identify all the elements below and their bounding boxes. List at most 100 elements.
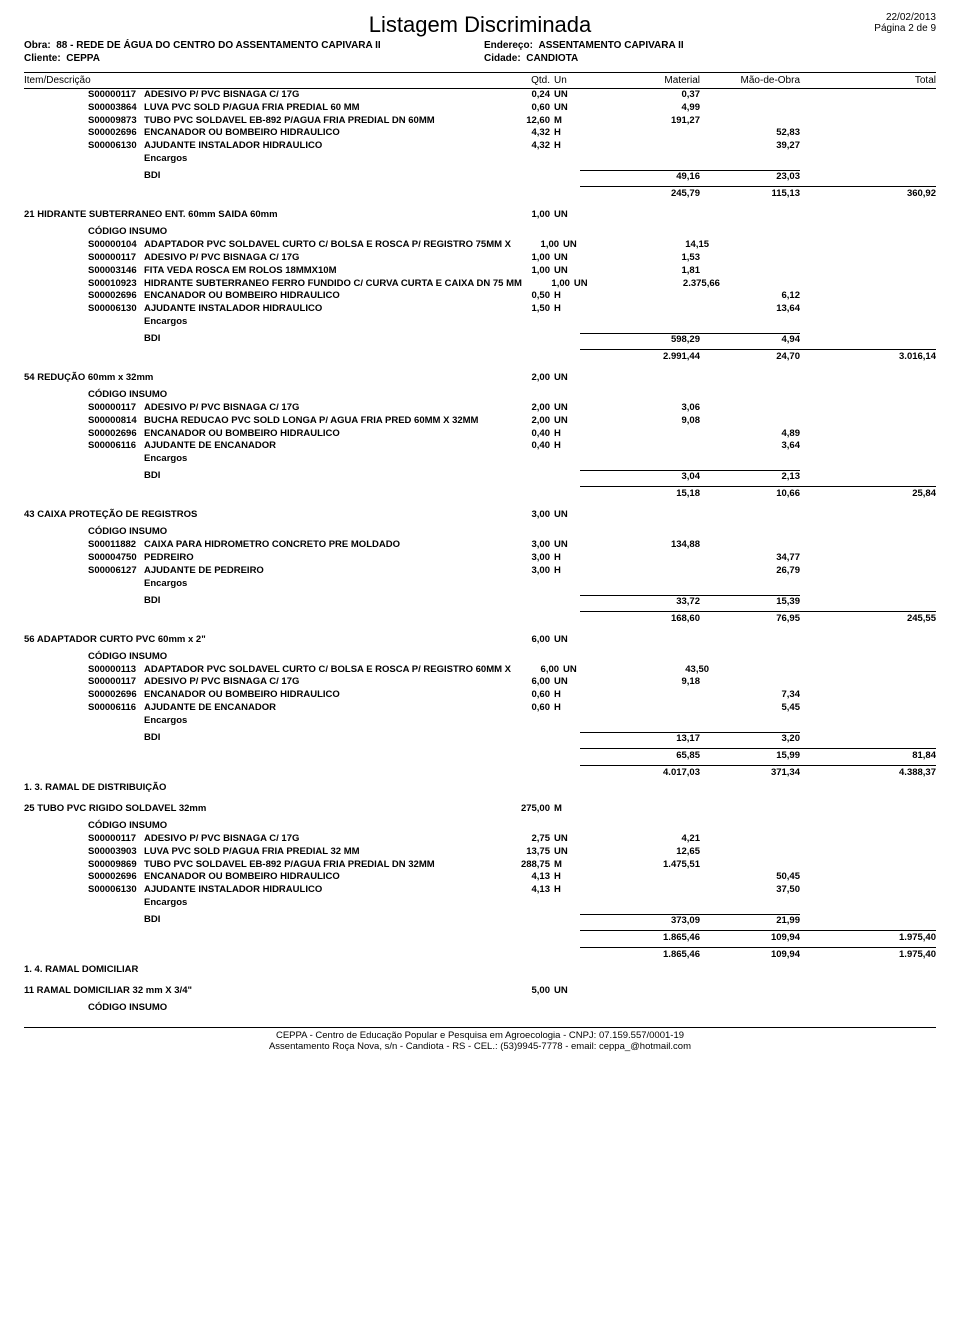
item-labor: 13,64 (700, 303, 800, 316)
item-labor: 39,27 (700, 140, 800, 153)
chapter-4-name: 1. 4. RAMAL DOMICILIAR (24, 964, 936, 975)
page-number: Página 2 de 9 (874, 23, 936, 34)
endereco-value: ASSENTAMENTO CAPIVARA II (538, 40, 683, 51)
item-qty: 1,00 (511, 239, 559, 252)
item-code: S00000117 (88, 89, 144, 102)
column-header: Item/Descrição Qtd. Un Material Mão-de-O… (24, 72, 936, 89)
line-item: S00010923HIDRANTE SUBTERRANEO FERRO FUND… (88, 278, 936, 291)
footer-line-1: CEPPA - Centro de Educação Popular e Pes… (24, 1030, 936, 1041)
item-unit: UN (550, 89, 580, 102)
item-code: S00002696 (88, 428, 144, 441)
item-unit: H (550, 884, 580, 897)
item-qty: 1,00 (502, 265, 550, 278)
item-qty: 0,50 (502, 290, 550, 303)
item-labor (700, 265, 800, 278)
item-material (580, 552, 700, 565)
item-code: S00006130 (88, 884, 144, 897)
endereco-label: Endereço: (484, 40, 533, 51)
item-labor (700, 539, 800, 552)
cliente-label: Cliente: (24, 53, 61, 64)
item-unit: H (550, 871, 580, 884)
item-desc: ENCANADOR OU BOMBEIRO HIDRAULICO (144, 871, 502, 884)
item-qty: 3,00 (502, 552, 550, 565)
line-item: S00000104ADAPTADOR PVC SOLDAVEL CURTO C/… (88, 239, 936, 252)
obra-label: Obra: (24, 40, 51, 51)
item-labor: 50,45 (700, 871, 800, 884)
item-code: S00006127 (88, 565, 144, 578)
item-desc: ADESIVO P/ PVC BISNAGA C/ 17G (144, 402, 502, 415)
item-material: 12,65 (580, 846, 700, 859)
line-item: S00000117ADESIVO P/ PVC BISNAGA C/ 17G2,… (88, 833, 936, 846)
item-material (580, 884, 700, 897)
item-code: S00000117 (88, 402, 144, 415)
line-item: S00006116AJUDANTE DE ENCANADOR0,40H3,64 (88, 440, 936, 453)
item-labor (700, 402, 800, 415)
item-desc: ADESIVO P/ PVC BISNAGA C/ 17G (144, 676, 502, 689)
item-material: 9,08 (580, 415, 700, 428)
line-item: S00000117ADESIVO P/ PVC BISNAGA C/ 17G2,… (88, 402, 936, 415)
item-desc: ENCANADOR OU BOMBEIRO HIDRAULICO (144, 290, 502, 303)
page-footer: CEPPA - Centro de Educação Popular e Pes… (24, 1027, 936, 1052)
item-material (580, 303, 700, 316)
item-code: S00000117 (88, 833, 144, 846)
item-code: S00004750 (88, 552, 144, 565)
page-title: Listagem Discriminada (24, 12, 936, 38)
item-labor (700, 859, 800, 872)
item-material (580, 140, 700, 153)
item-desc: LUVA PVC SOLD P/AGUA FRIA PREDIAL 32 MM (144, 846, 502, 859)
item-code: S00006130 (88, 303, 144, 316)
item-desc: ADESIVO P/ PVC BISNAGA C/ 17G (144, 833, 502, 846)
item-labor (700, 833, 800, 846)
item-labor (700, 115, 800, 128)
col-mat: Material (580, 75, 700, 86)
line-item: S00002696ENCANADOR OU BOMBEIRO HIDRAULIC… (88, 127, 936, 140)
item-material: 1,53 (580, 252, 700, 265)
item-labor (700, 89, 800, 102)
item-material: 4,99 (580, 102, 700, 115)
item-labor (700, 846, 800, 859)
item-qty: 1,00 (522, 278, 570, 291)
item-material: 9,18 (580, 676, 700, 689)
item-code: S00010923 (88, 278, 144, 291)
item-labor: 3,64 (700, 440, 800, 453)
item-desc: ADAPTADOR PVC SOLDAVEL CURTO C/ BOLSA E … (144, 664, 511, 677)
footer-line-2: Assentamento Roça Nova, s/n - Candiota -… (24, 1041, 936, 1052)
line-item: S00009873TUBO PVC SOLDAVEL EB-892 P/AGUA… (88, 115, 936, 128)
item-desc: PEDREIRO (144, 552, 502, 565)
item-code: S00002696 (88, 871, 144, 884)
cidade-value: CANDIOTA (526, 53, 578, 64)
item-qty: 0,40 (502, 440, 550, 453)
item-material: 0,37 (580, 89, 700, 102)
item-code: S00002696 (88, 689, 144, 702)
item-desc: ADAPTADOR PVC SOLDAVEL CURTO C/ BOLSA E … (144, 239, 511, 252)
line-item: S00000117ADESIVO P/ PVC BISNAGA C/ 17G0,… (88, 89, 936, 102)
section-5: CÓDIGO INSUMO S00000117ADESIVO P/ PVC BI… (24, 820, 936, 960)
line-item: S00003146FITA VEDA ROSCA EM ROLOS 18MMX1… (88, 265, 936, 278)
item-material: 14,15 (589, 239, 709, 252)
item-code: S00006130 (88, 140, 144, 153)
item-qty: 3,00 (502, 539, 550, 552)
item-desc: BUCHA REDUCAO PVC SOLD LONGA P/ AGUA FRI… (144, 415, 502, 428)
item-desc: TUBO PVC SOLDAVEL EB-892 P/AGUA FRIA PRE… (144, 859, 502, 872)
item-unit: UN (559, 664, 589, 677)
page-header: Listagem Discriminada 22/02/2013 Página … (24, 12, 936, 64)
line-item: S00009869TUBO PVC SOLDAVEL EB-892 P/AGUA… (88, 859, 936, 872)
line-item: S00000113ADAPTADOR PVC SOLDAVEL CURTO C/… (88, 664, 936, 677)
item-labor (709, 239, 809, 252)
item-material: 4,21 (580, 833, 700, 846)
item-qty: 4,32 (502, 127, 550, 140)
line-item: S00002696ENCANADOR OU BOMBEIRO HIDRAULIC… (88, 689, 936, 702)
item-unit: H (550, 140, 580, 153)
item-qty: 1,00 (502, 252, 550, 265)
obra-value: 88 - REDE DE ÁGUA DO CENTRO DO ASSENTAME… (56, 40, 380, 51)
item-material (580, 871, 700, 884)
item-code: S00000104 (88, 239, 144, 252)
line-item: S00011882CAIXA PARA HIDROMETRO CONCRETO … (88, 539, 936, 552)
line-item: S00006130AJUDANTE INSTALADOR HIDRAULICO4… (88, 884, 936, 897)
item-desc: AJUDANTE INSTALADOR HIDRAULICO (144, 884, 502, 897)
item-unit: M (550, 115, 580, 128)
item-material (580, 428, 700, 441)
item-unit: UN (550, 402, 580, 415)
section-0: S00000117ADESIVO P/ PVC BISNAGA C/ 17G0,… (24, 89, 936, 199)
item-labor: 4,89 (700, 428, 800, 441)
